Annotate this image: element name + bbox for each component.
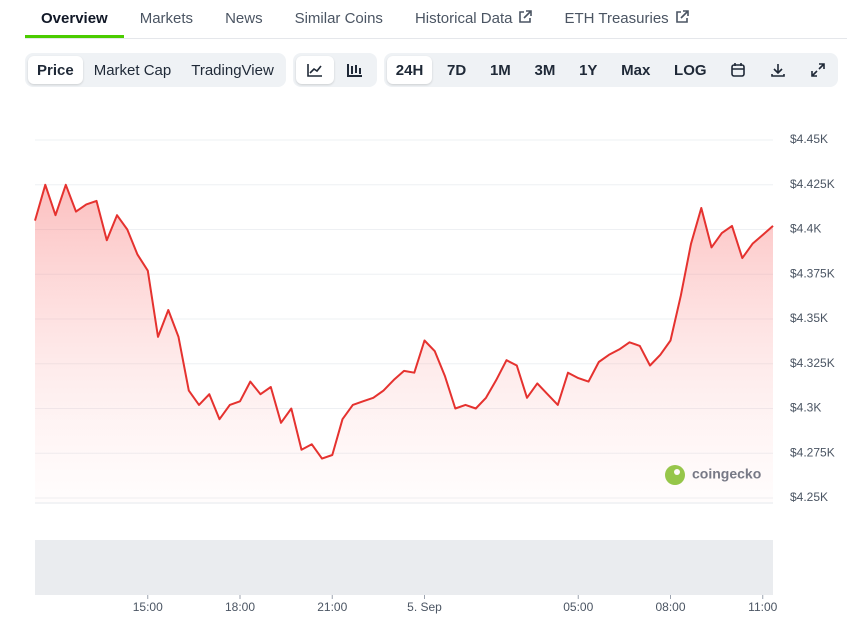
- chart-style-group: [292, 53, 377, 87]
- price-line: [34, 183, 774, 460]
- tab[interactable]: Similar Coins: [279, 0, 399, 38]
- y-tick-label: $4.275K: [790, 445, 835, 459]
- candle-chart-button[interactable]: [336, 56, 374, 84]
- y-tick-label: $4.4K: [790, 222, 821, 236]
- y-tick-label: $4.35K: [790, 311, 828, 325]
- range-button[interactable]: 1M: [489, 61, 511, 79]
- x-tick-label: 05:00: [563, 600, 593, 614]
- y-tick-label: $4.45K: [790, 132, 828, 146]
- x-tick-label: 15:00: [133, 600, 163, 614]
- price-area: [35, 184, 773, 503]
- tab[interactable]: Overview: [25, 0, 124, 38]
- range-button[interactable]: 3M: [534, 61, 556, 79]
- watermark: coingecko: [665, 465, 761, 485]
- download-button[interactable]: [761, 56, 795, 84]
- view-group: Price Market Cap TradingView: [25, 53, 286, 87]
- tab[interactable]: News: [209, 0, 279, 38]
- tab-label: News: [225, 10, 263, 27]
- volume-area: [35, 540, 773, 595]
- tab-label: ETH Treasuries: [564, 10, 669, 27]
- calendar-button[interactable]: [721, 56, 755, 84]
- line-chart-button[interactable]: [295, 56, 334, 84]
- range-button[interactable]: LOG: [674, 61, 707, 79]
- tab[interactable]: ETH Treasuries: [548, 0, 704, 38]
- tab-label: Overview: [41, 10, 108, 27]
- x-tick-label: 18:00: [225, 600, 255, 614]
- fullscreen-button[interactable]: [801, 56, 835, 84]
- range-button[interactable]: 7D: [447, 61, 467, 79]
- range-button[interactable]: 24H: [386, 56, 433, 84]
- range-button[interactable]: 1Y: [579, 61, 598, 79]
- watermark-text: coingecko: [692, 466, 761, 482]
- y-tick-label: $4.375K: [790, 266, 835, 280]
- view-button[interactable]: TradingView: [191, 61, 274, 79]
- tab-label: Markets: [139, 10, 194, 27]
- watermark-logo-eye: [674, 469, 680, 475]
- x-tick-label: 5. Sep: [407, 600, 442, 614]
- fullscreen-icon: [810, 63, 825, 77]
- x-tick-label: 11:00: [748, 600, 777, 614]
- external-icon: [675, 10, 689, 23]
- tab-label: Historical Data: [414, 10, 513, 27]
- candle-icon: [346, 64, 362, 77]
- tab[interactable]: Markets: [124, 0, 209, 38]
- view-button[interactable]: Price: [28, 56, 83, 84]
- y-tick-label: $4.3K: [790, 401, 821, 415]
- tab[interactable]: Historical Data: [399, 0, 549, 38]
- view-button[interactable]: Market Cap: [93, 61, 172, 79]
- y-tick-label: $4.25K: [790, 490, 828, 504]
- y-tick-label: $4.425K: [790, 177, 835, 191]
- external-icon: [519, 10, 533, 23]
- calendar-icon: [731, 63, 746, 77]
- y-tick-label: $4.325K: [790, 356, 835, 370]
- line-icon: [306, 64, 322, 77]
- tab-label: Similar Coins: [294, 10, 383, 27]
- range-button[interactable]: Max: [621, 61, 651, 79]
- toolbar: Price Market Cap TradingView 24H 7D 1M 3…: [25, 53, 838, 87]
- x-tick-label: 21:00: [317, 600, 347, 614]
- tab-bar: Overview Markets News Similar Coins Hist…: [25, 0, 847, 39]
- download-icon: [771, 64, 785, 77]
- range-group: 24H 7D 1M 3M 1Y Max LOG: [383, 53, 838, 87]
- x-tick-label: 08:00: [655, 600, 685, 614]
- watermark-logo: [665, 465, 685, 485]
